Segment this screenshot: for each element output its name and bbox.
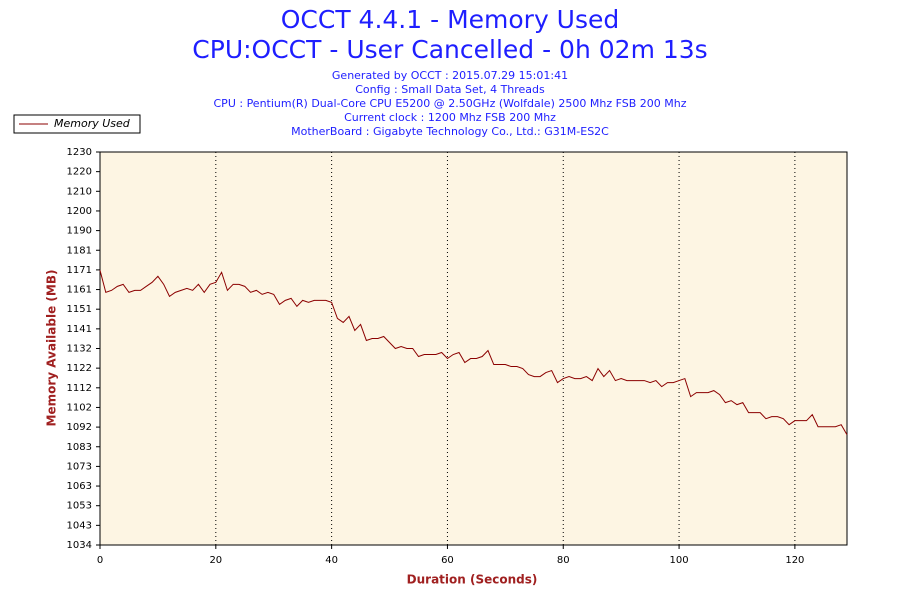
plot-area bbox=[99, 151, 848, 546]
y-tick-label: 1210 bbox=[67, 186, 92, 197]
y-tick-label: 1220 bbox=[67, 167, 92, 178]
y-tick-label: 1230 bbox=[67, 147, 92, 158]
info-line: Config : Small Data Set, 4 Threads bbox=[355, 83, 545, 96]
info-line: MotherBoard : Gigabyte Technology Co., L… bbox=[291, 125, 609, 138]
x-tick-label: 80 bbox=[557, 555, 570, 566]
y-tick-label: 1092 bbox=[67, 422, 92, 433]
info-line: Current clock : 1200 Mhz FSB 200 Mhz bbox=[344, 111, 556, 124]
y-tick-label: 1161 bbox=[67, 285, 92, 296]
x-tick-label: 0 bbox=[97, 555, 103, 566]
x-tick-label: 60 bbox=[441, 555, 454, 566]
y-tick-label: 1053 bbox=[67, 501, 92, 512]
x-tick-label: 120 bbox=[785, 555, 804, 566]
y-tick-label: 1122 bbox=[67, 363, 92, 374]
chart-title: OCCT 4.4.1 - Memory Used bbox=[281, 5, 620, 34]
x-tick-label: 100 bbox=[670, 555, 689, 566]
info-line: CPU : Pentium(R) Dual-Core CPU E5200 @ 2… bbox=[214, 97, 687, 110]
y-tick-label: 1132 bbox=[67, 344, 92, 355]
y-tick-label: 1151 bbox=[67, 304, 92, 315]
y-tick-label: 1200 bbox=[67, 206, 92, 217]
legend-box bbox=[13, 114, 141, 134]
y-tick-label: 1083 bbox=[67, 442, 92, 453]
y-tick-label: 1034 bbox=[67, 540, 92, 551]
y-axis-label: Memory Available (MB) bbox=[45, 270, 59, 427]
chart-subtitle: CPU:OCCT - User Cancelled - 0h 02m 13s bbox=[192, 35, 707, 64]
legend-label: Memory Used bbox=[54, 117, 131, 130]
y-tick-label: 1112 bbox=[67, 383, 92, 394]
y-tick-label: 1073 bbox=[67, 461, 92, 472]
y-tick-label: 1141 bbox=[67, 324, 92, 335]
data-line bbox=[99, 270, 848, 435]
y-tick-label: 1190 bbox=[67, 226, 92, 237]
info-line: Generated by OCCT : 2015.07.29 15:01:41 bbox=[332, 69, 568, 82]
x-tick-label: 20 bbox=[209, 555, 222, 566]
y-tick-label: 1063 bbox=[67, 481, 92, 492]
x-axis-label: Duration (Seconds) bbox=[407, 573, 538, 587]
x-tick-label: 40 bbox=[325, 555, 338, 566]
y-tick-label: 1171 bbox=[67, 265, 92, 276]
y-tick-label: 1043 bbox=[67, 520, 92, 531]
y-tick-label: 1181 bbox=[67, 245, 92, 256]
y-tick-label: 1102 bbox=[67, 402, 92, 413]
